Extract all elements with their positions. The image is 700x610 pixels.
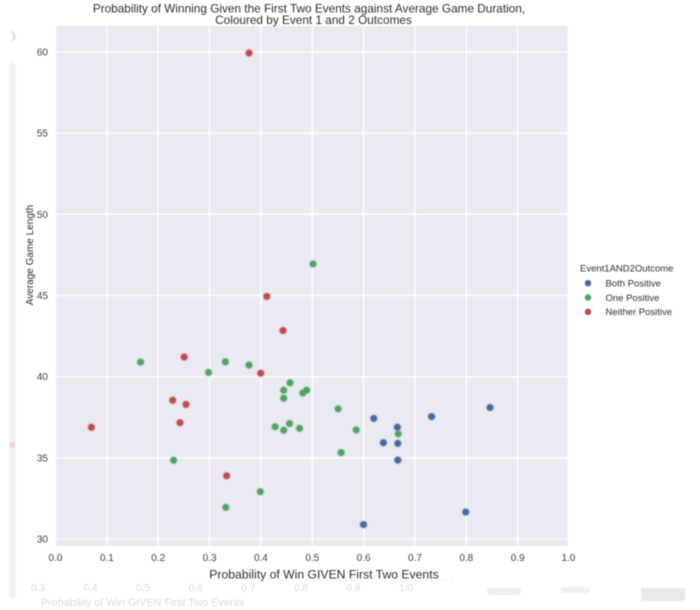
- svg-text:35: 35: [37, 453, 49, 464]
- svg-text:30: 30: [37, 534, 49, 545]
- svg-text:0.8: 0.8: [294, 583, 308, 594]
- svg-text:0.1: 0.1: [100, 553, 114, 564]
- svg-text:Average Game Length: Average Game Length: [25, 205, 36, 305]
- svg-text:Probability of Win GIVEN First: Probability of Win GIVEN First Two Event…: [209, 568, 438, 582]
- svg-text:0.4: 0.4: [84, 583, 98, 594]
- svg-text:Coloured by Event 1 and 2 Outc: Coloured by Event 1 and 2 Outcomes: [215, 13, 412, 27]
- svg-text:0.3: 0.3: [31, 583, 45, 594]
- svg-text:40: 40: [37, 372, 49, 383]
- svg-text:45: 45: [37, 291, 49, 302]
- svg-text:0.3: 0.3: [203, 553, 217, 564]
- svg-text:1.0: 1.0: [561, 553, 575, 564]
- svg-text:60: 60: [37, 48, 49, 59]
- svg-text:0.2: 0.2: [151, 553, 165, 564]
- svg-text:55: 55: [37, 129, 49, 140]
- svg-text:Neither Positive: Neither Positive: [606, 307, 673, 318]
- svg-text:0.6: 0.6: [357, 553, 371, 564]
- svg-text:0.7: 0.7: [408, 553, 422, 564]
- svg-text:❯: ❯: [9, 31, 17, 42]
- svg-text:One Positive: One Positive: [606, 293, 660, 304]
- svg-text:0.9: 0.9: [346, 583, 360, 594]
- svg-text:Event1AND2Outcome: Event1AND2Outcome: [580, 264, 673, 275]
- svg-text:Both Positive: Both Positive: [606, 279, 661, 290]
- svg-text:0.0: 0.0: [49, 553, 63, 564]
- svg-text:0.9: 0.9: [511, 553, 525, 564]
- svg-text:0.5: 0.5: [305, 553, 319, 564]
- svg-text:Probability of Win GIVEN First: Probability of Win GIVEN First Two Event…: [41, 597, 245, 609]
- svg-text:0.5: 0.5: [136, 583, 150, 594]
- svg-text:Probability of Winning Given t: Probability of Winning Given the First T…: [93, 2, 525, 16]
- svg-text:0.7: 0.7: [241, 583, 255, 594]
- svg-text:0.4: 0.4: [254, 553, 268, 564]
- svg-text:0.8: 0.8: [459, 553, 473, 564]
- svg-text:1.0: 1.0: [399, 583, 413, 594]
- svg-text:50: 50: [37, 210, 49, 221]
- svg-text:0.6: 0.6: [189, 583, 203, 594]
